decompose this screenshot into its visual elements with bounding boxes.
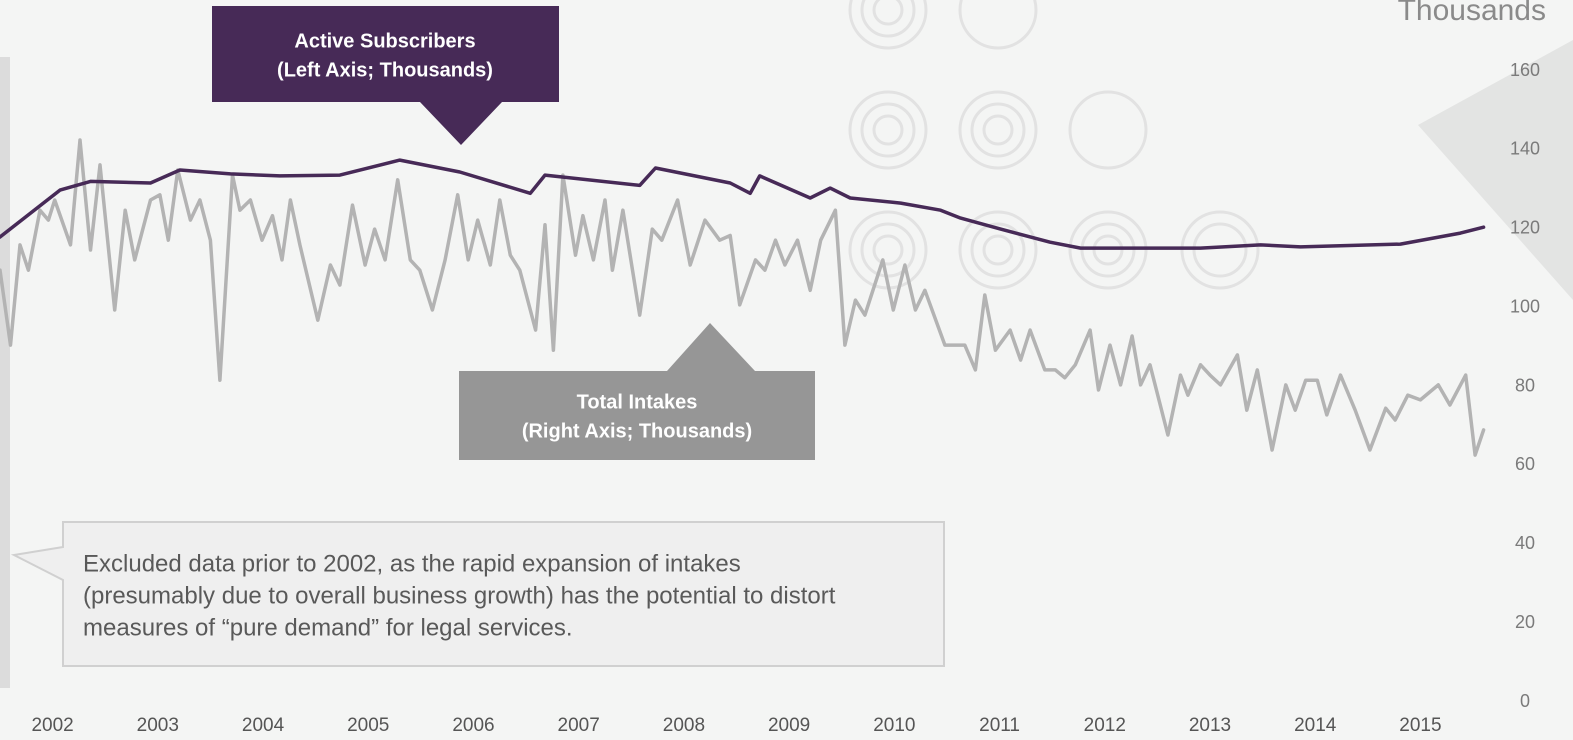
axis-title: Thousands xyxy=(1398,0,1546,27)
note-text: (presumably due to overall business grow… xyxy=(83,582,836,609)
y-tick-label: 160 xyxy=(1510,60,1540,80)
x-tick-label: 2011 xyxy=(979,715,1020,736)
x-tick-label: 2014 xyxy=(1294,715,1337,736)
x-tick-label: 2013 xyxy=(1189,715,1231,736)
y-tick-label: 20 xyxy=(1515,612,1535,632)
y-tick-label: 140 xyxy=(1510,139,1540,159)
callout-title: Active Subscribers xyxy=(294,30,475,52)
y-tick-label: 100 xyxy=(1510,296,1540,316)
x-tick-label: 2005 xyxy=(347,715,389,736)
note-callout: Excluded data prior to 2002, as the rapi… xyxy=(14,522,944,666)
y-tick-label: 120 xyxy=(1510,218,1540,238)
callout-subtitle: (Left Axis; Thousands) xyxy=(277,59,493,81)
x-tick-label: 2008 xyxy=(663,715,705,736)
note-text: Excluded data prior to 2002, as the rapi… xyxy=(83,550,741,577)
y-tick-label: 80 xyxy=(1515,375,1535,395)
chart: 0 20 40 60 80 100 120 140 160 2002 2003 2004 2005 200… xyxy=(0,0,1573,740)
y-tick-label: 0 xyxy=(1520,691,1530,711)
note-text: measures of “pure demand” for legal serv… xyxy=(83,614,573,641)
x-tick-label: 2004 xyxy=(242,715,285,736)
x-tick-label: 2003 xyxy=(137,715,179,736)
y-tick-label: 40 xyxy=(1515,533,1535,553)
x-tick-label: 2015 xyxy=(1399,715,1441,736)
side-bar xyxy=(0,57,10,688)
x-tick-label: 2006 xyxy=(452,715,494,736)
callout-title: Total Intakes xyxy=(577,391,698,413)
x-tick-label: 2010 xyxy=(873,715,915,736)
callout-subtitle: (Right Axis; Thousands) xyxy=(522,420,752,442)
y-tick-label: 60 xyxy=(1515,454,1535,474)
x-tick-label: 2007 xyxy=(558,715,600,736)
x-tick-label: 2002 xyxy=(31,715,73,736)
x-tick-label: 2012 xyxy=(1084,715,1126,736)
x-tick-label: 2009 xyxy=(768,715,810,736)
